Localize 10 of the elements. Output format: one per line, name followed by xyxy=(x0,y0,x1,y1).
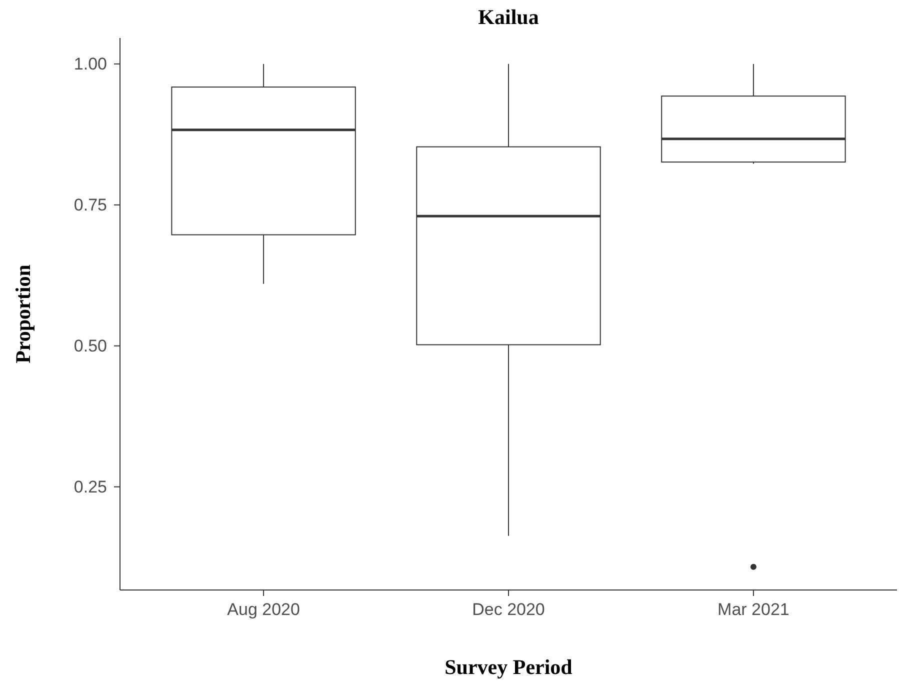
chart-title: Kailua xyxy=(478,5,540,29)
y-axis-title: Proportion xyxy=(11,264,35,364)
y-tick-label: 0.25 xyxy=(74,477,107,496)
x-axis-title: Survey Period xyxy=(444,655,573,679)
x-tick-label: Mar 2021 xyxy=(718,600,790,619)
x-tick-label: Dec 2020 xyxy=(472,600,545,619)
x-tick-label: Aug 2020 xyxy=(227,600,300,619)
y-tick-label: 1.00 xyxy=(74,54,107,74)
y-tick-label: 0.75 xyxy=(74,195,107,214)
y-tick-label: 0.50 xyxy=(74,336,107,356)
